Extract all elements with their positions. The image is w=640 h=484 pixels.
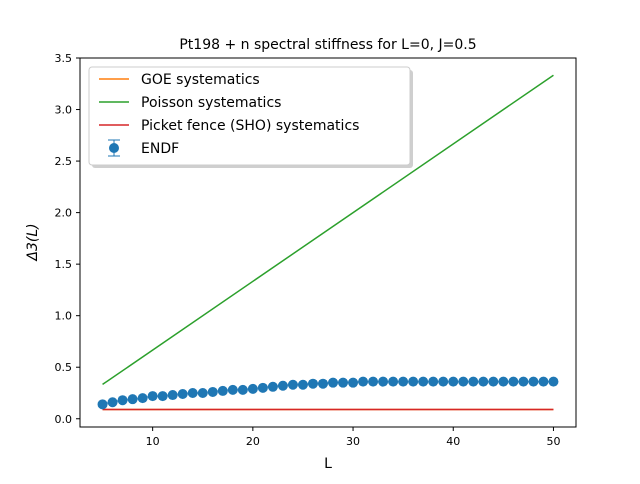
endf-point (388, 376, 399, 387)
endf-point (368, 376, 379, 387)
y-tick-label: 0.5 (55, 361, 73, 374)
y-tick-label: 1.0 (55, 310, 73, 323)
y-axis: 0.0 0.5 1.0 1.5 2.0 2.5 3.0 3.5 (55, 52, 80, 426)
endf-point (167, 390, 178, 401)
endf-point (338, 377, 349, 388)
y-tick-label: 1.5 (55, 258, 73, 271)
x-tick-label: 20 (246, 435, 260, 448)
endf-point (147, 391, 158, 402)
endf-point (107, 397, 118, 408)
x-axis-label: L (324, 456, 332, 472)
x-tick-label: 40 (446, 435, 460, 448)
endf-point (428, 376, 439, 387)
endf-point (267, 381, 278, 392)
endf-point (317, 378, 328, 389)
x-tick-label: 30 (346, 435, 360, 448)
endf-point (217, 385, 228, 396)
endf-point (498, 376, 509, 387)
y-tick-label: 3.5 (55, 52, 73, 65)
endf-point (297, 379, 308, 390)
y-tick-label: 0.0 (55, 413, 73, 426)
y-axis-label: Δ3(L) (25, 223, 41, 261)
endf-point (528, 376, 539, 387)
endf-point (127, 394, 138, 405)
endf-point (177, 389, 188, 400)
legend-box (88, 66, 411, 166)
endf-point (438, 376, 449, 387)
endf-point (518, 376, 529, 387)
endf-point (538, 376, 549, 387)
endf-point (257, 382, 268, 393)
x-axis: 10 20 30 40 50 (146, 427, 560, 448)
chart-title: Pt198 + n spectral stiffness for L=0, J=… (179, 37, 476, 53)
endf-point (448, 376, 459, 387)
legend: GOE systematics Poisson systematics Picket… (88, 66, 413, 168)
endf-point (488, 376, 499, 387)
poisson-systematics-line (102, 74, 554, 386)
endf-point (117, 395, 128, 406)
endf-point (187, 387, 198, 398)
endf-point (157, 391, 168, 402)
endf-point (508, 376, 519, 387)
endf-point (328, 377, 339, 388)
endf-point (548, 376, 559, 387)
legend-label: Picket fence (SHO) systematics (141, 118, 359, 134)
endf-point (358, 376, 369, 387)
endf-point (287, 379, 298, 390)
axes-frame (79, 57, 577, 428)
x-tick-label: 50 (546, 435, 560, 448)
endf-point (97, 399, 108, 410)
endf-point (197, 387, 208, 398)
endf-point (137, 393, 148, 404)
endf-point (408, 376, 419, 387)
endf-point (237, 384, 248, 395)
endf-point (277, 380, 288, 391)
endf-point (227, 384, 238, 395)
endf-point (418, 376, 429, 387)
legend-label: Poisson systematics (141, 95, 281, 111)
endf-point (478, 376, 489, 387)
endf-point (378, 376, 389, 387)
legend-swatch-marker (109, 143, 119, 153)
y-tick-label: 2.5 (55, 155, 73, 168)
endf-point (458, 376, 469, 387)
endf-point (207, 386, 218, 397)
endf-point (348, 377, 359, 388)
legend-label: GOE systematics (141, 72, 260, 88)
y-tick-label: 3.0 (55, 104, 73, 117)
endf-series (97, 376, 559, 410)
endf-point (398, 376, 409, 387)
x-tick-label: 10 (146, 435, 160, 448)
endf-point (468, 376, 479, 387)
legend-label: ENDF (141, 141, 179, 157)
endf-point (307, 378, 318, 389)
plot-area (97, 74, 559, 411)
endf-point (247, 383, 258, 394)
endf-errorbar-line (102, 380, 554, 406)
y-tick-label: 2.0 (55, 207, 73, 220)
